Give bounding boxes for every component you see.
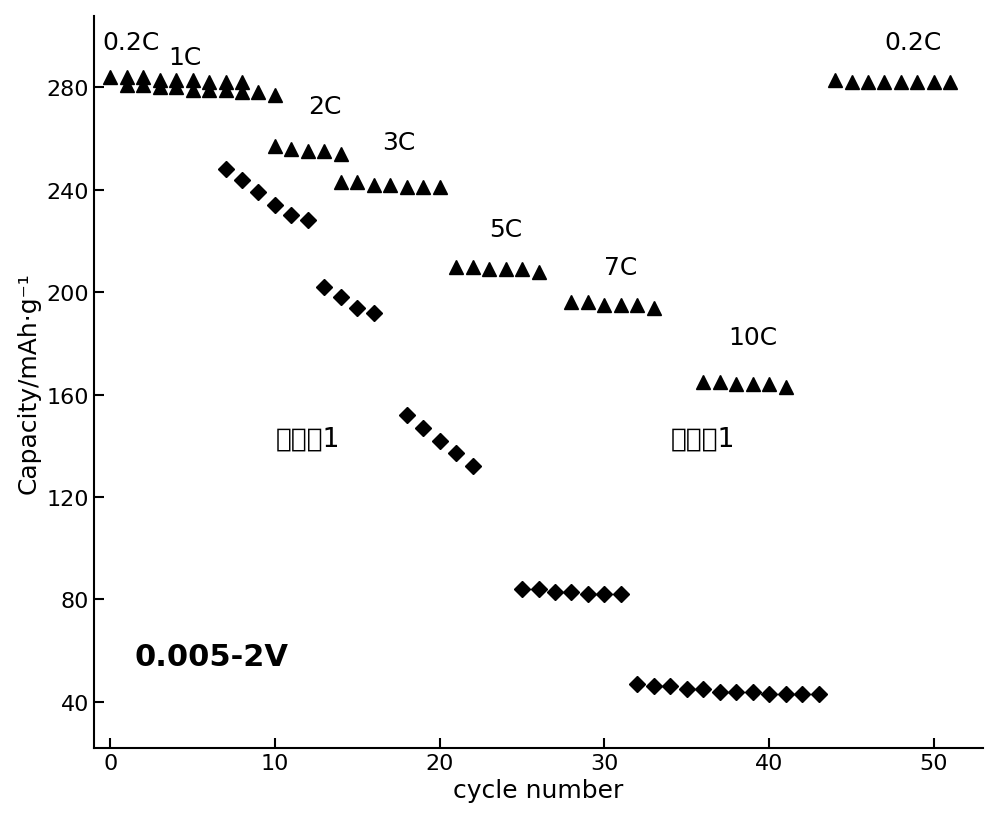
Text: 0.005-2V: 0.005-2V [135,642,289,672]
Text: 10C: 10C [728,325,777,349]
Text: 0.2C: 0.2C [884,31,942,55]
Text: 实施例1: 实施例1 [671,426,735,451]
Text: 0.2C: 0.2C [102,31,159,55]
Text: 1C: 1C [168,47,201,70]
Text: 5C: 5C [489,218,522,242]
Text: 7C: 7C [604,256,638,280]
Y-axis label: Capacity/mAh·g⁻¹: Capacity/mAh·g⁻¹ [17,272,41,493]
Text: 对比例1: 对比例1 [276,426,340,451]
Text: 3C: 3C [382,131,415,155]
Text: 2C: 2C [308,95,341,119]
X-axis label: cycle number: cycle number [453,778,624,803]
